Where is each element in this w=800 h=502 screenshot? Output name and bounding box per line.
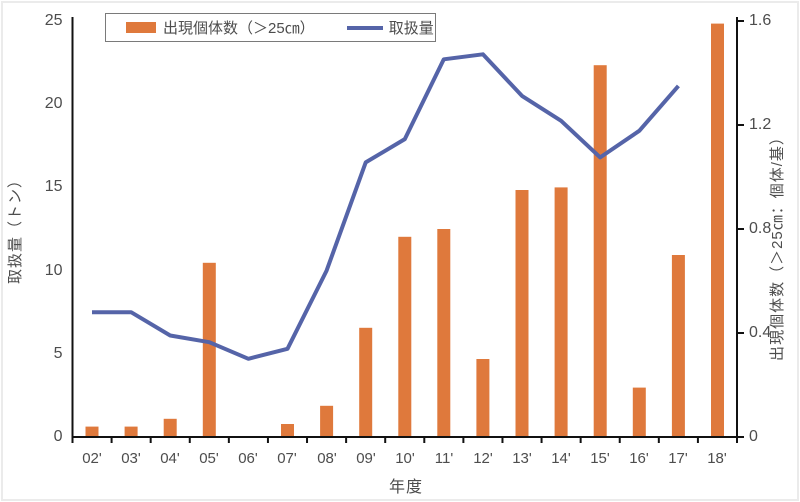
bar xyxy=(593,65,607,437)
bar xyxy=(202,262,216,437)
x-tick-label: 17' xyxy=(668,450,688,467)
left-tick-label: 20 xyxy=(44,95,63,112)
x-axis-title: 年度 xyxy=(388,479,423,496)
bar xyxy=(281,424,294,437)
legend-bar-swatch-icon xyxy=(126,22,156,33)
x-tick-label: 15' xyxy=(590,450,610,467)
right-tick-label: 0 xyxy=(749,428,758,445)
left-tick-label: 25 xyxy=(44,12,63,29)
legend-line-swatch-icon xyxy=(346,25,383,30)
x-tick-label: 14' xyxy=(551,450,571,467)
left-tick-label: 0 xyxy=(53,428,63,445)
x-tick-label: 05' xyxy=(199,450,219,467)
left-tick-label: 5 xyxy=(53,345,63,362)
bar xyxy=(554,187,568,437)
x-tick-label: 11' xyxy=(434,450,454,467)
bar xyxy=(163,418,177,437)
bar xyxy=(320,405,334,437)
x-tick-label: 07' xyxy=(277,450,297,467)
bar xyxy=(515,190,529,437)
bar xyxy=(671,255,685,437)
x-tick-label: 13' xyxy=(512,450,532,467)
bar xyxy=(359,327,373,437)
left-tick-label: 10 xyxy=(44,262,63,279)
x-tick-label: 12' xyxy=(473,450,493,467)
right-tick-label: 1.2 xyxy=(749,116,772,133)
x-tick-label: 08' xyxy=(317,450,337,467)
x-tick-label: 10' xyxy=(395,450,415,467)
right-tick-label: 1.6 xyxy=(749,12,772,29)
legend: 出現個体数（＞25㎝） 取扱量 xyxy=(105,13,436,42)
right-tick-label: 0.4 xyxy=(749,324,772,341)
bar xyxy=(711,23,724,437)
legend-bar-label: 出現個体数（＞25㎝） xyxy=(163,20,315,37)
x-tick-label: 18' xyxy=(707,450,727,467)
x-tick-label: 06' xyxy=(238,450,258,467)
trend-line xyxy=(92,52,680,361)
x-tick-label: 09' xyxy=(356,450,376,467)
bar xyxy=(398,236,412,437)
left-axis-title: 取扱量（トン） xyxy=(7,172,24,285)
x-tick-label: 16' xyxy=(629,450,649,467)
x-tick-label: 02' xyxy=(82,450,102,467)
right-tick-label: 0.8 xyxy=(749,220,772,237)
bar xyxy=(476,359,490,437)
left-tick-label: 15 xyxy=(44,178,63,195)
bar xyxy=(85,426,99,437)
bar xyxy=(124,426,138,437)
x-tick-label: 04' xyxy=(160,450,180,467)
bar xyxy=(632,387,646,437)
legend-line-label: 取扱量 xyxy=(388,20,434,37)
bar xyxy=(437,229,451,437)
x-tick-label: 03' xyxy=(121,450,141,467)
